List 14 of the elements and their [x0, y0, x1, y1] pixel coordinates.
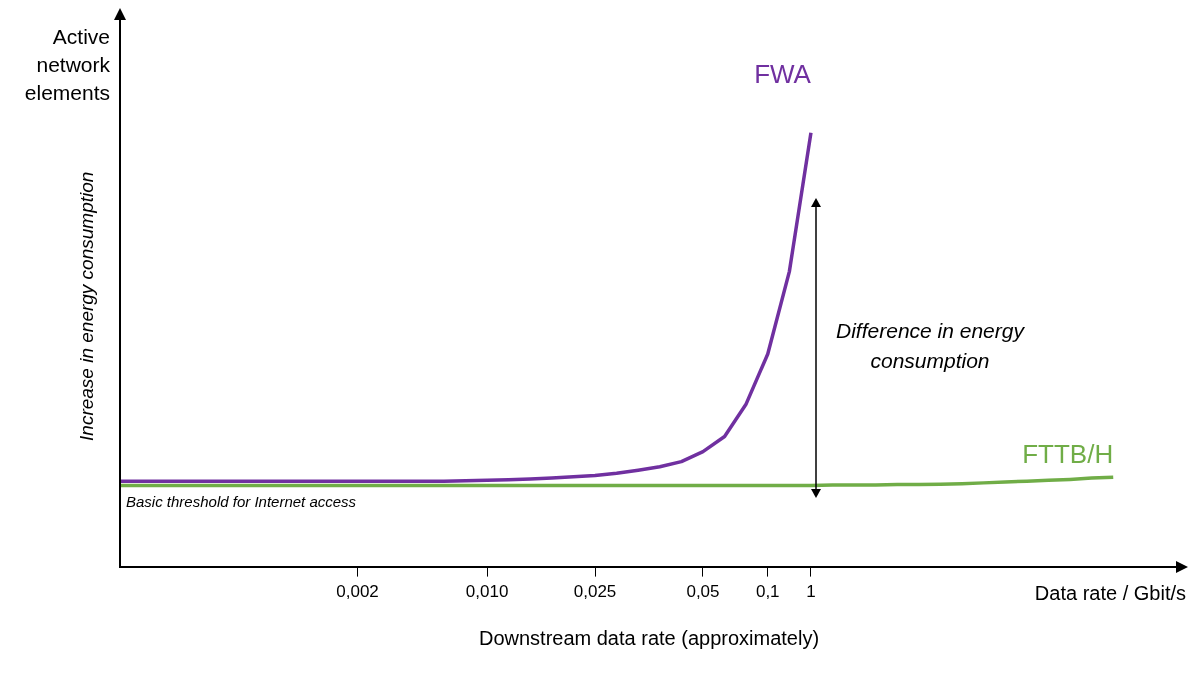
text: Active network elements [24, 25, 111, 104]
x-tick-label: 0,1 [755, 582, 780, 602]
annotation: Difference in energy consumption [836, 319, 1026, 372]
x-axis-title: Downstream data rate (approximately) [478, 626, 820, 649]
series-label: FTTB/H [1022, 439, 1114, 470]
x-tick-label: 1 [806, 582, 816, 602]
x-tick-label: 0,05 [686, 582, 720, 602]
x-tick-label: 0,025 [573, 582, 617, 602]
series-label: FWA [754, 58, 812, 89]
annotation: Basic threshold for Internet access [126, 493, 357, 511]
x-tick-label: 0,002 [336, 582, 379, 602]
x-tick-label: 0,010 [465, 582, 509, 602]
y-axis-title: Increase in energy consumption [76, 171, 98, 441]
text: Data rate / Gbit/s [1034, 581, 1186, 604]
